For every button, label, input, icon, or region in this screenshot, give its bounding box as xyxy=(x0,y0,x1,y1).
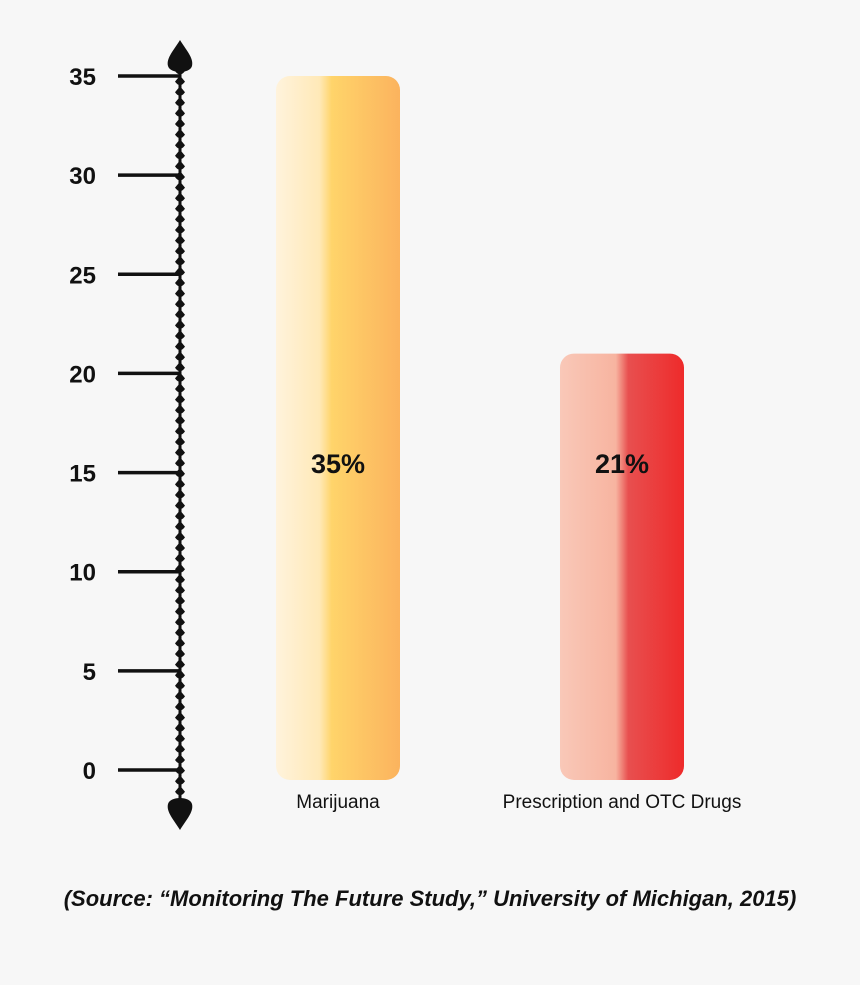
bar-2 xyxy=(560,353,684,780)
y-tick-label: 35 xyxy=(69,64,96,91)
axis-bead xyxy=(175,743,185,753)
axis-bead xyxy=(175,722,185,732)
axis-bead xyxy=(175,446,185,457)
axis-bead xyxy=(175,139,185,149)
axis-bead xyxy=(175,287,185,298)
bar-data-label: 21% xyxy=(595,449,649,479)
axis-bead xyxy=(175,414,185,425)
axis-bead xyxy=(175,478,185,488)
axis-bead xyxy=(175,626,185,637)
axis-bead xyxy=(175,393,185,404)
axis-bead xyxy=(175,754,185,764)
axis-bead xyxy=(175,732,185,743)
axis-bead xyxy=(175,605,185,616)
axis-bead xyxy=(175,160,185,170)
axis-bead xyxy=(175,308,185,319)
axis-bead xyxy=(175,372,185,382)
axis-bead xyxy=(175,658,185,669)
axis-bead xyxy=(175,351,185,361)
axis-bottom-cap xyxy=(167,798,193,830)
axis-bead xyxy=(175,520,185,531)
axis-bead xyxy=(175,542,185,552)
y-tick-label: 25 xyxy=(69,262,96,289)
axis-bead xyxy=(175,489,185,499)
axis-bead xyxy=(175,330,185,340)
axis-bead xyxy=(175,510,185,520)
axis-bead xyxy=(175,298,185,308)
axis-bead xyxy=(175,499,185,510)
axis-bead xyxy=(175,436,185,446)
axis-bead xyxy=(175,255,185,266)
axis-bead xyxy=(175,711,185,722)
source-note: (Source: “Monitoring The Future Study,” … xyxy=(63,886,797,911)
y-tick-label: 0 xyxy=(83,758,96,785)
y-axis: 0 5 10 15 20 25 30 35 xyxy=(69,40,193,830)
axis-bead xyxy=(175,224,185,234)
y-tick-label: 30 xyxy=(69,163,96,190)
axis-bead xyxy=(175,383,185,393)
axis-bead xyxy=(175,785,185,796)
axis-bead xyxy=(175,669,185,679)
axis-bead xyxy=(175,96,185,107)
axis-bead xyxy=(175,340,185,351)
axis-bead xyxy=(175,637,185,647)
axis-bead xyxy=(175,118,185,128)
axis-bead xyxy=(175,701,185,711)
axis-bead xyxy=(175,181,185,192)
axis-bead xyxy=(175,775,185,785)
y-tick-label: 5 xyxy=(83,659,96,686)
axis-bead xyxy=(175,573,185,584)
bar-data-label: 35% xyxy=(311,449,365,479)
y-tick-label: 10 xyxy=(69,560,96,587)
axis-bead xyxy=(175,202,185,213)
axis-bead xyxy=(175,213,185,223)
axis-bead xyxy=(175,552,185,563)
axis-bead xyxy=(175,679,185,690)
axis-bead xyxy=(175,425,185,435)
axis-bead xyxy=(175,234,185,245)
axis-bead xyxy=(175,75,185,86)
category-label: Marijuana xyxy=(296,792,380,813)
axis-bead xyxy=(175,616,185,626)
axis-bead xyxy=(175,319,185,329)
axis-bead xyxy=(175,149,185,160)
axis-bead xyxy=(175,595,185,605)
category-label: Prescription and OTC Drugs xyxy=(503,792,742,813)
labels: 35% Marijuana 21% Prescription and OTC Drug… xyxy=(296,449,741,813)
y-tick-label: 20 xyxy=(69,361,96,388)
bars xyxy=(276,76,684,780)
axis-bead xyxy=(175,245,185,255)
axis-bead xyxy=(175,531,185,541)
bar-1 xyxy=(276,76,400,780)
axis-bead xyxy=(175,86,185,96)
axis-bead xyxy=(175,107,185,117)
axis-bead xyxy=(175,404,185,414)
axis-bead xyxy=(175,277,185,287)
axis-top-cap xyxy=(167,40,193,72)
axis-bead xyxy=(175,690,185,700)
axis-bead xyxy=(175,192,185,202)
axis-bead xyxy=(175,648,185,658)
axis-bead xyxy=(175,457,185,467)
axis-bead xyxy=(175,128,185,139)
axis-bead xyxy=(175,361,185,372)
axis-bead xyxy=(175,584,185,594)
y-tick-label: 15 xyxy=(69,461,96,488)
